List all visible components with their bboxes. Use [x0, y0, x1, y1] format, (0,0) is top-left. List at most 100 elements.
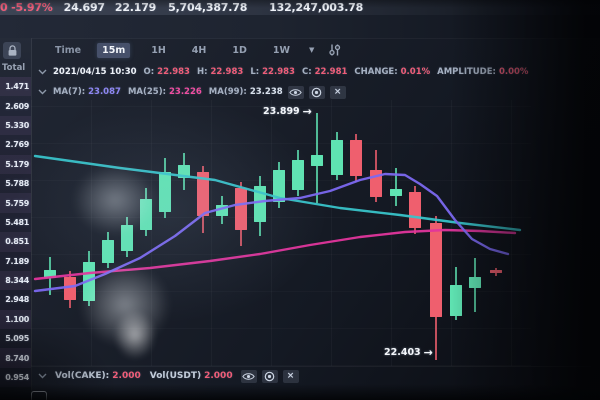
eye-icon	[289, 88, 302, 96]
volume-indicator-row: Vol(CAKE): 2.000 Vol(USDT) 2.000 ×	[31, 366, 591, 385]
orderbook-row[interactable]: 2.769	[0, 135, 31, 155]
open-label: O:	[143, 67, 155, 77]
candle-datetime: 2021/04/15 10:30	[53, 67, 137, 77]
candle-body-down	[490, 270, 502, 273]
orderbook-row[interactable]: 5.481	[0, 212, 31, 233]
low-value: 22.983	[262, 67, 295, 77]
timeframe-buttons: 15m 1H 4H 1D 1W	[81, 42, 295, 58]
high-label: H:	[196, 67, 208, 77]
timeframe-button-15m[interactable]: 15m	[97, 42, 131, 58]
orderbook-row[interactable]: 2.609	[0, 96, 31, 116]
timeframe-button-1d[interactable]: 1D	[232, 44, 247, 56]
ma7-value: 23.087	[88, 87, 121, 97]
candle-body-up	[159, 172, 171, 212]
orderbook-total-value: 8.344	[5, 276, 29, 286]
ticker-24h-volume: 5,704,387.78	[168, 1, 248, 14]
candle-body-up	[450, 285, 462, 316]
timeframe-button-1h[interactable]: 1H	[151, 44, 166, 56]
ma-settings-button[interactable]	[308, 85, 325, 99]
target-icon	[311, 87, 322, 97]
ticker-24h-high: 24.697	[63, 1, 105, 14]
ma25-value: 23.226	[168, 87, 202, 97]
candle-body-up	[390, 189, 402, 196]
target-icon	[264, 371, 275, 381]
candle-body-up	[121, 225, 133, 251]
eye-icon	[242, 372, 255, 380]
candle-body-down	[64, 277, 76, 300]
candle-body-up	[311, 155, 323, 166]
sliders-icon	[329, 44, 341, 56]
time-label: Time	[55, 44, 82, 56]
candle-body-down	[350, 140, 362, 176]
candle-body-up	[469, 277, 481, 288]
orderbook-row[interactable]: 5.788	[0, 173, 31, 194]
orderbook-mode-button[interactable]	[3, 42, 21, 59]
screenshot-tool-button[interactable]	[31, 391, 47, 400]
timeframe-more-caret[interactable]: ▼	[308, 46, 315, 54]
orderbook-total-header: Total	[2, 63, 26, 73]
vol-settings-button[interactable]	[261, 369, 278, 383]
candle-body-up	[273, 170, 285, 202]
ticker-24h-low: 22.179	[114, 1, 157, 14]
candle-body-up	[331, 140, 343, 175]
low-price-annotation: 22.403 →	[384, 346, 433, 359]
candle-body-up	[140, 199, 152, 230]
candle-body-up	[102, 240, 114, 263]
chart-settings-button[interactable]	[328, 43, 341, 57]
collapse-chevron-icon[interactable]	[38, 373, 47, 379]
ma-indicator-row: MA(7): 23.087 MA(25): 23.226 MA(99): 23.…	[31, 84, 591, 100]
collapse-chevron-icon[interactable]	[38, 69, 47, 75]
change-label: CHANGE:	[354, 67, 398, 77]
orderbook-row[interactable]: 0.851	[0, 232, 31, 252]
ma25-label: MA(25):	[127, 87, 166, 97]
right-arrow-icon: →	[423, 346, 433, 359]
orderbook-row[interactable]: 2.948	[0, 290, 31, 310]
orderbook-row[interactable]: 1.471	[0, 77, 31, 97]
orderbook-row[interactable]: 5.330	[0, 115, 31, 136]
chart-toolbar: Time 15m 1H 4H 1D 1W ▼	[31, 38, 571, 62]
orderbook-total-value: 7.189	[5, 256, 29, 266]
orderbook-total-value: 2.609	[5, 101, 29, 111]
orderbook-row[interactable]: 7.189	[0, 251, 31, 271]
orderbook-total-value: 5.788	[5, 179, 29, 189]
orderbook-row[interactable]: 8.344	[0, 270, 31, 291]
candle-body-down	[430, 223, 442, 317]
candle-body-down	[197, 172, 209, 216]
vol-visibility-button[interactable]	[240, 369, 257, 383]
orderbook-total-value: 2.948	[5, 295, 29, 305]
candle-body-down	[235, 188, 247, 230]
change-value: 0.01%	[400, 67, 431, 77]
orderbook-total-value: 5.481	[5, 217, 29, 227]
candle-body-down	[409, 192, 421, 228]
orderbook-total-value: 5.759	[5, 198, 29, 208]
timeframe-button-4h[interactable]: 4H	[191, 44, 207, 56]
timeframe-button-1w[interactable]: 1W	[272, 44, 290, 56]
low-label: L:	[250, 67, 260, 77]
candle-body-up	[254, 186, 266, 222]
collapse-chevron-icon[interactable]	[38, 89, 47, 95]
ticker-24h-quote-volume: 132,247,003.78	[269, 1, 364, 14]
orderbook-total-value: 1.471	[5, 82, 29, 92]
candle-body-up	[292, 160, 304, 190]
high-value: 22.983	[210, 67, 244, 77]
vol-usdt-value: 2.000	[204, 371, 233, 381]
right-arrow-icon: →	[302, 105, 312, 118]
ma99-label: MA(99):	[208, 87, 247, 97]
lock-icon	[8, 44, 16, 56]
ticker-change-percent: 0 -5.97%	[0, 1, 53, 14]
ma-visibility-button[interactable]	[287, 85, 304, 99]
ma7-label: MA(7):	[53, 87, 86, 97]
ma99-value: 23.238	[249, 87, 283, 97]
ma-close-button[interactable]: ×	[329, 85, 346, 99]
orderbook-row[interactable]: 5.179	[0, 154, 31, 174]
vol-usdt-label: Vol(USDT)	[149, 371, 202, 381]
vol-close-button[interactable]: ×	[282, 369, 299, 383]
orderbook-total-value: 5.179	[5, 159, 29, 169]
orderbook-total-value: 2.769	[5, 140, 29, 150]
high-price-annotation: 23.899 →	[263, 105, 312, 118]
open-value: 22.983	[157, 67, 190, 77]
orderbook-total-value: 5.330	[5, 120, 29, 130]
orderbook-row[interactable]: 5.759	[0, 193, 31, 213]
